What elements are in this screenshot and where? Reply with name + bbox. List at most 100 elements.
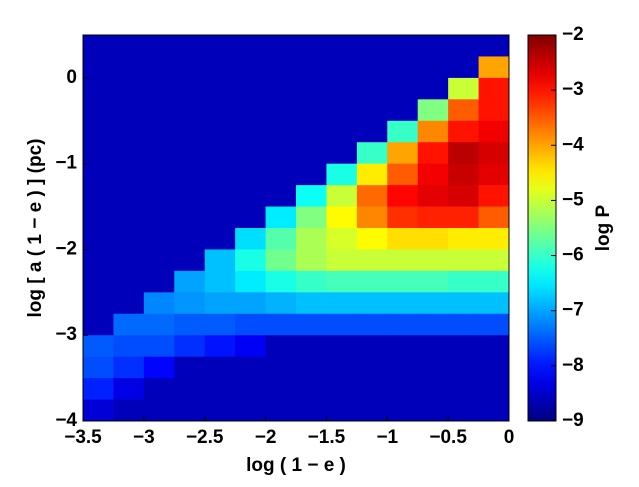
heatmap-cell	[417, 292, 449, 315]
heatmap-cell	[448, 120, 480, 143]
heatmap-cell	[478, 313, 510, 336]
heatmap-cell	[478, 99, 510, 122]
heatmap-cell	[296, 142, 327, 165]
heatmap-cell	[143, 163, 175, 186]
heatmap-cell	[235, 185, 267, 208]
heatmap-cell	[83, 142, 114, 165]
heatmap-cell	[448, 163, 480, 186]
heatmap-cell	[174, 356, 206, 379]
heatmap-cell	[174, 185, 206, 208]
heatmap-cell	[174, 335, 206, 358]
heatmap-cell	[113, 35, 145, 57]
y-tick-label: −2	[55, 238, 77, 259]
heatmap-cell	[265, 228, 297, 250]
heatmap-cell	[113, 56, 145, 79]
heatmap-cell	[326, 356, 358, 379]
heatmap-cell	[448, 56, 480, 79]
heatmap-cell	[356, 163, 388, 186]
heatmap-cell	[326, 228, 358, 250]
heatmap-cell	[265, 120, 297, 143]
heatmap-cell	[417, 228, 449, 250]
heatmap-cell	[387, 313, 419, 336]
heatmap-cell	[265, 206, 297, 229]
heatmap-cell	[478, 120, 510, 143]
heatmap-cell	[265, 399, 297, 422]
heatmap-cell	[204, 35, 236, 57]
heatmap-cell	[83, 120, 114, 143]
heatmap-cell	[478, 270, 510, 293]
heatmap-cell	[83, 99, 114, 122]
heatmap-cell	[143, 378, 175, 401]
heatmap-cell	[174, 206, 206, 229]
heatmap-cell	[235, 292, 267, 315]
heatmap-cell	[265, 77, 297, 100]
y-tick-label: −4	[55, 410, 77, 431]
heatmap-cell	[235, 335, 267, 358]
heatmap-cell	[296, 163, 327, 186]
heatmap-cell	[204, 206, 236, 229]
heatmap-cell	[265, 313, 297, 336]
heatmap-cell	[83, 228, 114, 250]
heatmap-cell	[448, 35, 480, 57]
heatmap-cell	[113, 249, 145, 272]
heatmap-cell	[478, 249, 510, 272]
heatmap-cell	[204, 378, 236, 401]
heatmap-cell	[113, 270, 145, 293]
heatmap-cell	[174, 270, 206, 293]
heatmap-cell	[235, 249, 267, 272]
heatmap-cell	[174, 292, 206, 315]
heatmap-cell	[417, 270, 449, 293]
heatmap-cell	[326, 399, 358, 422]
heatmap-cell	[448, 142, 480, 165]
heatmap-cell	[448, 206, 480, 229]
heatmap-cell	[204, 142, 236, 165]
heatmap-cell	[356, 228, 388, 250]
heatmap-cell	[143, 35, 175, 57]
heatmap-cell	[174, 313, 206, 336]
heatmap-cell	[448, 356, 480, 379]
heatmap-cell	[326, 335, 358, 358]
heatmap-cell	[478, 378, 510, 401]
heatmap-cell	[387, 206, 419, 229]
heatmap-cell	[296, 270, 327, 293]
heatmap-cell	[417, 99, 449, 122]
heatmap-cell	[83, 313, 114, 336]
heatmap-cell	[296, 378, 327, 401]
heatmap-cell	[356, 206, 388, 229]
heatmap-cell	[204, 185, 236, 208]
heatmap-cell	[83, 206, 114, 229]
heatmap-cell	[83, 56, 114, 79]
heatmap-cell	[83, 77, 114, 100]
heatmap-cell	[326, 313, 358, 336]
heatmap-cell	[356, 270, 388, 293]
heatmap-cell	[143, 249, 175, 272]
heatmap-cell	[174, 56, 206, 79]
heatmap-cell	[326, 249, 358, 272]
heatmap-cell	[448, 399, 480, 422]
heatmap-cell	[387, 77, 419, 100]
heatmap-cell	[265, 35, 297, 57]
heatmap-cell	[448, 99, 480, 122]
heatmap-cell	[265, 99, 297, 122]
heatmap-cell	[417, 399, 449, 422]
heatmap-cell	[326, 35, 358, 57]
heatmap-cell	[174, 142, 206, 165]
heatmap-cell	[478, 142, 510, 165]
heatmap-cell	[417, 56, 449, 79]
heatmap-cell	[478, 356, 510, 379]
colorbar-label: log P	[593, 204, 614, 251]
heatmap-cell	[204, 356, 236, 379]
heatmap-cell	[417, 335, 449, 358]
heatmap-cell	[478, 399, 510, 422]
colorbar-frame	[527, 34, 557, 422]
heatmap-cell	[296, 35, 327, 57]
heatmap-cell	[204, 399, 236, 422]
heatmap-cell	[143, 335, 175, 358]
heatmap-cell	[174, 378, 206, 401]
x-axis-label: log ( 1 − e )	[246, 455, 346, 476]
y-axis-label: log [ a ( 1 − e ) ] (pc)	[25, 139, 46, 318]
heatmap-cell	[448, 228, 480, 250]
heatmap-cell	[356, 249, 388, 272]
heatmap-cell	[478, 335, 510, 358]
heatmap-cell	[356, 142, 388, 165]
